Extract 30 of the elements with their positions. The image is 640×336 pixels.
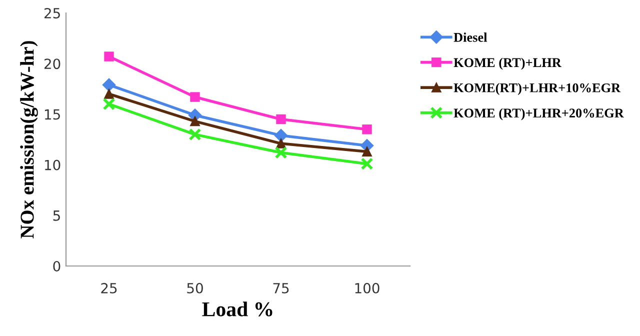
y-tick-label: 20 [44, 58, 60, 70]
point [104, 89, 114, 99]
x-tick-label: 50 [187, 282, 203, 294]
point [274, 146, 288, 159]
y-tick-label: 5 [53, 210, 60, 221]
y-axis-title: NOx emission(g/kW-hr) [20, 41, 38, 238]
legend-label: KOME (RT)+LHR [454, 58, 562, 70]
y-tick-label: 0 [53, 260, 60, 272]
legend-label: KOME (RT)+LHR+20%EGR [454, 108, 624, 120]
point [104, 52, 114, 62]
point [102, 78, 116, 92]
point [362, 124, 372, 134]
point [190, 116, 200, 126]
point [190, 92, 200, 102]
y-tick-label: 15 [44, 109, 60, 120]
x-axis-title: Load % [202, 302, 272, 316]
y-tick-label: 25 [44, 8, 60, 18]
legend-label: KOME(RT)+LHR+10%EGR [454, 83, 621, 95]
point [276, 138, 286, 148]
point [188, 128, 202, 141]
point [276, 114, 286, 124]
legend-label: Diesel [454, 32, 488, 42]
x-tick-label: 75 [273, 283, 289, 294]
point [102, 98, 116, 110]
point [362, 146, 372, 157]
point [274, 128, 288, 142]
x-tick-label: 100 [355, 282, 380, 294]
x-tick-label: 25 [101, 282, 117, 294]
y-tick-label: 10 [44, 160, 60, 170]
point [360, 158, 374, 170]
